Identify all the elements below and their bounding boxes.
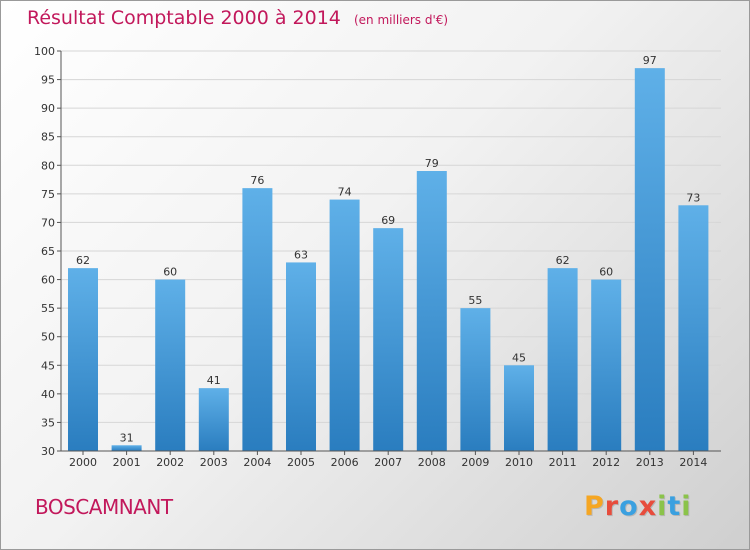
- x-tick-label: 2005: [287, 456, 315, 469]
- bar-2007: [373, 228, 404, 451]
- x-tick-label: 2011: [549, 456, 577, 469]
- title-row: Résultat Comptable 2000 à 2014 (en milli…: [27, 7, 448, 29]
- y-tick-label: 80: [41, 159, 55, 172]
- y-tick-label: 55: [41, 302, 55, 315]
- bar-2013: [634, 68, 665, 452]
- data-label: 69: [381, 214, 395, 227]
- brand-letter: x: [638, 491, 658, 522]
- bar-2008: [416, 171, 447, 451]
- bars-layer: [68, 68, 709, 452]
- y-tick-label: 35: [41, 416, 55, 429]
- x-tick-label: 2008: [418, 456, 446, 469]
- bar-2009: [460, 308, 491, 451]
- y-tick-label: 30: [41, 445, 55, 458]
- y-tick-label: 100: [34, 45, 55, 58]
- brand-letter: i: [681, 491, 692, 522]
- data-label: 76: [250, 174, 264, 187]
- data-label: 74: [338, 186, 352, 199]
- brand-letter: o: [619, 491, 639, 522]
- data-label: 55: [468, 294, 482, 307]
- data-label: 62: [76, 254, 90, 267]
- x-tick-label: 2007: [374, 456, 402, 469]
- data-label: 73: [686, 191, 700, 204]
- data-label: 62: [556, 254, 570, 267]
- x-tick-label: 2009: [461, 456, 489, 469]
- chart-title: Résultat Comptable 2000 à 2014: [27, 7, 341, 29]
- bar-2000: [68, 268, 98, 451]
- x-tick-label: 2013: [636, 456, 664, 469]
- y-tick-label: 85: [41, 131, 55, 144]
- bar-2002: [155, 279, 186, 451]
- bar-2004: [242, 188, 273, 451]
- bar-2012: [591, 279, 622, 451]
- brand-letter: t: [667, 491, 682, 522]
- data-label: 31: [120, 431, 134, 444]
- brand-letter: i: [657, 491, 668, 522]
- chart-subtitle: (en milliers d'€): [353, 13, 449, 27]
- x-tick-label: 2010: [505, 456, 533, 469]
- bar-2010: [504, 365, 534, 451]
- y-tick-label: 95: [41, 74, 55, 87]
- axis-layer: 30 35 40 45 50 55 60 65 70 75 80 85 90 95 100 2000 2001 2…: [34, 45, 721, 469]
- bar-2006: [329, 199, 360, 451]
- y-tick-label: 75: [41, 188, 55, 201]
- y-tick-label: 65: [41, 245, 55, 258]
- x-tick-label: 2004: [243, 456, 271, 469]
- bar-2001: [111, 445, 142, 451]
- bar-2003: [198, 388, 229, 451]
- x-tick-label: 2002: [156, 456, 184, 469]
- data-label: 60: [163, 266, 177, 279]
- x-tick-label: 2012: [592, 456, 620, 469]
- y-tick-label: 60: [41, 274, 55, 287]
- data-label: 97: [643, 54, 657, 67]
- y-tick-label: 90: [41, 102, 55, 115]
- y-tick-label: 50: [41, 331, 55, 344]
- y-tick-label: 70: [41, 216, 55, 229]
- data-label: 63: [294, 248, 308, 261]
- brand-letter: r: [604, 491, 620, 522]
- data-label: 79: [425, 157, 439, 170]
- x-tick-label: 2003: [200, 456, 228, 469]
- x-tick-label: 2014: [679, 456, 707, 469]
- bar-2011: [547, 268, 578, 451]
- data-label: 41: [207, 374, 221, 387]
- x-tick-label: 2001: [113, 456, 141, 469]
- y-tick-label: 40: [41, 388, 55, 401]
- brand-logo: Proxiti: [584, 491, 692, 522]
- bar-2005: [286, 262, 316, 451]
- x-tick-label: 2000: [69, 456, 97, 469]
- bar-2014: [678, 205, 709, 451]
- commune-name: BOSCAMNANT: [35, 495, 173, 519]
- brand-letter: P: [584, 491, 605, 522]
- y-tick-label: 45: [41, 359, 55, 372]
- data-label: 45: [512, 351, 526, 364]
- x-tick-label: 2006: [331, 456, 359, 469]
- labels-layer: 62 31 60 41 76 63 74 69 79 55 45 62 60 97 73: [76, 54, 700, 444]
- data-label: 60: [599, 266, 613, 279]
